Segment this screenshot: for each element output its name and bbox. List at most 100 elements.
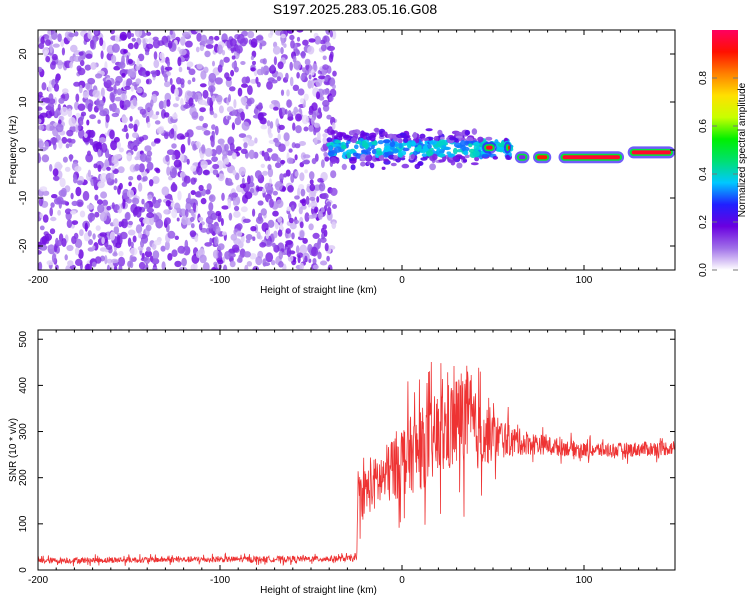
noise-blob [300, 188, 306, 197]
noise-blob [196, 32, 202, 42]
signal-blob [364, 142, 369, 150]
noise-blob [200, 197, 207, 205]
noise-blob [320, 260, 328, 266]
noise-blob [86, 119, 90, 126]
noise-blob [102, 199, 109, 207]
noise-blob [152, 266, 158, 270]
noise-blob [184, 132, 190, 138]
noise-blob [257, 102, 263, 112]
noise-blob [112, 252, 118, 257]
noise-blob [172, 113, 178, 120]
noise-blob [64, 166, 71, 172]
noise-blob [87, 103, 93, 112]
noise-blob [202, 123, 208, 128]
noise-blob [176, 217, 180, 222]
signal-blob [477, 136, 484, 143]
noise-blob [70, 138, 76, 144]
noise-blob [77, 67, 86, 76]
chart-title: S197.2025.283.05.16.G08 [272, 1, 438, 17]
noise-blob [58, 119, 62, 125]
noise-blob [168, 129, 175, 139]
noise-blob [97, 119, 101, 124]
signal-blob [458, 137, 467, 142]
noise-blob [264, 182, 272, 191]
noise-blob [235, 231, 243, 237]
signal-blob [327, 151, 335, 157]
signal-blob [397, 151, 404, 158]
noise-blob [331, 122, 336, 130]
noise-blob [174, 235, 179, 240]
noise-blob [291, 204, 295, 210]
signal-blob [422, 137, 429, 141]
noise-blob [237, 241, 244, 249]
noise-blob [177, 190, 182, 201]
noise-blob [85, 82, 90, 90]
noise-blob [311, 116, 315, 126]
noise-blob [51, 53, 58, 61]
noise-blob [94, 194, 99, 201]
noise-blob [332, 204, 337, 209]
noise-blob [205, 189, 211, 195]
noise-blob [133, 145, 138, 152]
noise-blob [296, 36, 301, 42]
noise-blob [114, 34, 120, 43]
signal-blob [328, 145, 333, 151]
noise-blob [316, 196, 320, 203]
noise-blob [223, 56, 230, 63]
noise-blob [90, 62, 97, 70]
noise-blob [266, 148, 273, 153]
noise-blob [273, 106, 279, 111]
noise-blob [192, 202, 197, 212]
signal-blob [365, 155, 372, 162]
signal-blob [383, 158, 389, 162]
noise-blob [198, 216, 204, 222]
noise-blob [230, 69, 235, 77]
noise-blob [60, 187, 67, 198]
signal-blob [414, 163, 421, 170]
noise-blob [257, 112, 264, 121]
noise-blob [115, 242, 122, 249]
noise-blob [127, 229, 136, 236]
noise-blob [327, 206, 332, 216]
noise-blob [116, 88, 122, 96]
noise-blob [257, 212, 263, 222]
noise-blob [92, 245, 96, 250]
noise-blob [286, 157, 294, 164]
noise-blob [89, 114, 96, 120]
colorbar-tick-label: 0.6 [698, 119, 709, 133]
noise-blob [129, 254, 134, 264]
noise-blob [322, 99, 330, 107]
noise-blob [318, 182, 326, 192]
noise-blob [78, 51, 84, 56]
noise-blob [229, 142, 235, 152]
noise-blob [210, 87, 214, 97]
noise-blob [313, 122, 321, 128]
signal-blob [330, 130, 336, 135]
noise-blob [301, 114, 309, 125]
noise-blob [205, 44, 214, 49]
noise-blob [54, 110, 58, 117]
signal-blob [333, 135, 338, 140]
noise-blob [123, 49, 128, 54]
noise-blob [158, 100, 165, 110]
signal-blob [429, 163, 436, 171]
noise-blob [235, 146, 242, 151]
noise-blob [194, 94, 199, 103]
noise-blob [314, 206, 319, 213]
noise-blob [250, 226, 257, 232]
signal-blob [464, 154, 470, 159]
noise-blob [73, 177, 78, 184]
noise-blob [217, 259, 224, 265]
noise-blob [231, 55, 236, 60]
signal-blob [425, 128, 433, 132]
signal-blob [481, 153, 489, 158]
noise-blob [174, 260, 182, 268]
noise-blob [55, 123, 64, 133]
noise-blob [198, 115, 204, 122]
noise-blob [292, 84, 300, 92]
noise-blob [322, 55, 327, 61]
noise-blob [271, 100, 279, 105]
noise-blob [272, 190, 278, 196]
noise-blob [232, 244, 240, 253]
noise-blob [82, 91, 90, 99]
